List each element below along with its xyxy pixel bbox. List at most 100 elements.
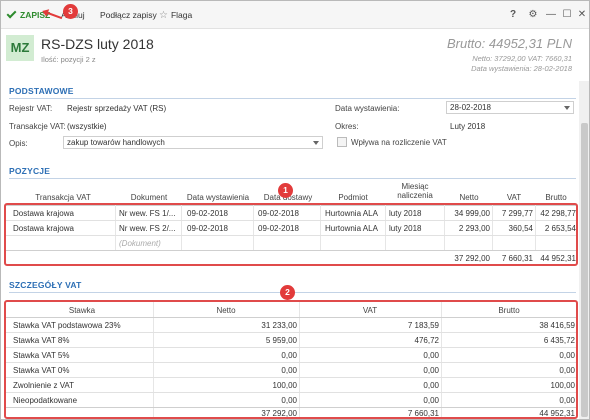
col-divider [153,302,154,418]
cell-vat: 0,00 [423,396,439,405]
transaction-value: (wszystkie) [67,122,107,131]
col-header[interactable]: Netto [459,193,479,202]
checkmark-icon [6,8,17,19]
help-icon[interactable]: ? [509,9,517,20]
star-icon: ☆ [159,10,168,21]
cell-brutto: 6 435,72 [543,336,575,345]
col-header[interactable]: Brutto [545,193,567,202]
issue-date-label: Data wystawienia: [335,104,400,113]
cell-brutto: 0,00 [559,366,575,375]
brutto-total: Brutto: 44952,31 PLN [446,36,572,51]
maximize-icon[interactable]: ☐ [562,9,572,20]
cell-netto: 34 999,00 [454,209,490,218]
cell-brutto: 2 653,54 [544,224,576,233]
cell-month: luty 2018 [389,209,422,218]
cell-netto: 0,00 [281,351,297,360]
cell-document: Nr wew. FS 2/... [119,224,176,233]
cell-netto: 2 293,00 [458,224,490,233]
col-divider [181,205,182,251]
col-header[interactable]: Podmiot [338,193,368,202]
total-brutto: 44 952,31 [539,409,575,418]
cell-brutto: 0,00 [559,396,575,405]
col-header[interactable]: Miesiąc naliczenia [397,182,433,200]
total-netto: 37 292,00 [454,254,490,263]
chevron-down-icon [313,141,319,145]
highlight-box-2 [4,300,578,419]
row-divider [6,250,576,251]
cell-brutto: 0,00 [559,351,575,360]
cell-vat: 7 299,77 [501,209,533,218]
issue-date-input[interactable]: 28-02-2018 [446,101,574,114]
description-label: Opis: [9,139,28,148]
cell-brutto: 38 416,59 [539,321,575,330]
cell-netto: 0,00 [281,396,297,405]
cell-subject: Hurtownia ALA [325,224,378,233]
col-divider [385,205,386,251]
col-divider [441,302,442,418]
col-header[interactable]: VAT [506,193,522,202]
cell-vat: 476,72 [414,336,439,345]
cell-vat: 0,00 [423,351,439,360]
cell-rate: Stawka VAT podstawowa 23% [13,321,121,330]
toolbar: ZAPISZ Anuluj Podłącz zapisy ☆Flaga ? ⚙ … [1,1,589,29]
section-divider [9,98,576,99]
cell-vat: 7 183,59 [407,321,439,330]
chevron-down-icon [564,106,570,110]
col-divider [253,205,254,251]
cell-rate: Zwolnienie z VAT [13,381,75,390]
cell-vat: 0,00 [423,366,439,375]
cell-issue-date: 09-02-2018 [187,209,228,218]
row-divider [6,205,576,206]
cell-netto: 31 233,00 [261,321,297,330]
description-input[interactable]: zakup towarów handlowych [63,136,323,149]
document-type-badge: MZ [6,35,34,61]
flag-button[interactable]: ☆ Flaga [159,1,192,29]
cell-netto: 100,00 [272,381,297,390]
issue-date-value: 28-02-2018 [450,103,491,112]
cell-vat: 0,00 [423,381,439,390]
col-header[interactable]: Data wystawienia [186,193,250,202]
col-header[interactable]: Stawka [68,306,96,315]
total-vat: 7 660,31 [407,409,439,418]
col-header[interactable]: Dokument [130,193,168,202]
scrollbar-thumb[interactable] [581,123,588,417]
callout-2: 2 [280,285,295,300]
vat-settlement-checkbox[interactable] [337,137,347,147]
col-header[interactable]: Transakcja VAT [35,193,91,202]
row-divider [6,377,576,378]
cell-document: Nr wew. FS 1/... [119,209,176,218]
attach-entries-button[interactable]: Podłącz zapisy [100,10,157,20]
save-button[interactable]: ZAPISZ [6,1,50,29]
row-divider [6,392,576,393]
description-value: zakup towarów handlowych [67,138,165,147]
issue-date-summary: Data wystawienia: 28-02-2018 [471,64,572,73]
cell-transaction: Dostawa krajowa [13,224,74,233]
register-label: Rejestr VAT: [9,104,53,113]
col-divider [320,205,321,251]
cell-rate: Nieopodatkowane [13,396,78,405]
row-divider [6,317,576,318]
col-header[interactable]: Brutto [498,306,520,315]
close-icon[interactable]: ✕ [577,9,587,20]
col-header[interactable]: VAT [362,306,378,315]
callout-1: 1 [278,183,293,198]
section-divider [9,178,576,179]
total-vat: 7 660,31 [501,254,533,263]
cell-brutto: 42 298,77 [540,209,576,218]
document-title: RS-DZS luty 2018 [41,36,154,52]
col-divider [115,205,116,251]
cell-rate: Stawka VAT 8% [13,336,70,345]
minimize-icon[interactable]: — [546,9,556,20]
cell-delivery-date: 09-02-2018 [258,209,299,218]
total-netto: 37 292,00 [261,409,297,418]
new-document-input[interactable]: (Dokument) [119,239,161,248]
cell-vat: 360,54 [508,224,533,233]
col-header[interactable]: Netto [216,306,236,315]
col-divider [444,205,445,251]
register-value: Rejestr sprzedaży VAT (RS) [67,104,167,113]
period-value: Luty 2018 [450,122,486,131]
cell-rate: Stawka VAT 0% [13,366,70,375]
gear-icon[interactable]: ⚙ [528,9,538,20]
section-title-basic: PODSTAWOWE [9,86,74,96]
